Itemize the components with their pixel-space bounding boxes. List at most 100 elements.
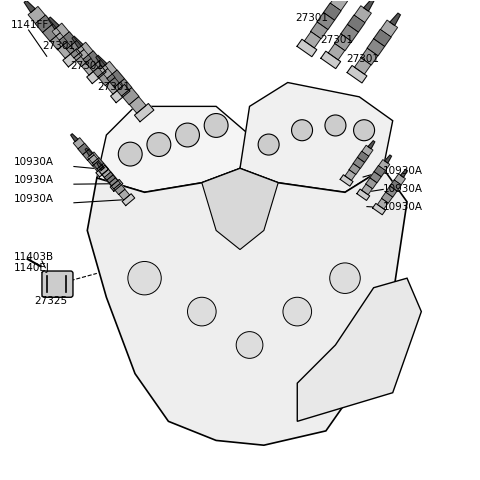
- Polygon shape: [362, 184, 372, 195]
- Polygon shape: [364, 0, 374, 11]
- Polygon shape: [83, 51, 101, 68]
- Polygon shape: [96, 165, 108, 177]
- Polygon shape: [102, 169, 113, 180]
- Polygon shape: [372, 204, 385, 215]
- Polygon shape: [374, 166, 385, 177]
- Polygon shape: [349, 164, 360, 174]
- Polygon shape: [297, 278, 421, 421]
- FancyBboxPatch shape: [42, 271, 73, 297]
- Polygon shape: [71, 134, 78, 142]
- Polygon shape: [347, 65, 367, 83]
- Text: 27301: 27301: [346, 54, 379, 64]
- Polygon shape: [114, 183, 125, 194]
- Polygon shape: [357, 189, 370, 201]
- Polygon shape: [85, 148, 92, 156]
- Text: 27301: 27301: [320, 36, 353, 46]
- Polygon shape: [330, 0, 348, 11]
- Polygon shape: [119, 189, 130, 200]
- Polygon shape: [100, 61, 117, 78]
- Polygon shape: [311, 22, 328, 39]
- Polygon shape: [73, 138, 84, 149]
- Polygon shape: [90, 60, 108, 77]
- Polygon shape: [385, 155, 392, 163]
- Polygon shape: [67, 41, 84, 58]
- Polygon shape: [321, 51, 341, 69]
- Polygon shape: [390, 13, 400, 25]
- Polygon shape: [58, 42, 74, 59]
- Polygon shape: [48, 17, 59, 29]
- Polygon shape: [87, 65, 106, 84]
- Polygon shape: [97, 163, 104, 170]
- Polygon shape: [88, 155, 99, 166]
- Polygon shape: [72, 36, 83, 48]
- Circle shape: [204, 114, 228, 137]
- Polygon shape: [202, 168, 278, 250]
- Circle shape: [258, 134, 279, 155]
- Circle shape: [330, 263, 360, 293]
- Polygon shape: [97, 163, 108, 175]
- Polygon shape: [107, 70, 124, 87]
- Polygon shape: [367, 39, 384, 56]
- Polygon shape: [400, 169, 407, 178]
- Polygon shape: [361, 48, 378, 65]
- Text: 10930A: 10930A: [383, 166, 423, 176]
- Polygon shape: [114, 79, 132, 96]
- Circle shape: [291, 120, 312, 141]
- Polygon shape: [368, 141, 375, 149]
- Polygon shape: [317, 12, 335, 29]
- Text: 11403B: 11403B: [13, 252, 53, 262]
- Text: 10930A: 10930A: [383, 203, 423, 213]
- Polygon shape: [92, 157, 104, 169]
- Polygon shape: [358, 151, 369, 162]
- Polygon shape: [107, 175, 118, 186]
- Polygon shape: [99, 167, 111, 178]
- Polygon shape: [98, 69, 115, 85]
- Polygon shape: [304, 32, 321, 48]
- Polygon shape: [43, 24, 60, 41]
- Polygon shape: [63, 48, 82, 67]
- Circle shape: [325, 115, 346, 136]
- Polygon shape: [297, 39, 317, 57]
- Polygon shape: [110, 180, 123, 192]
- Polygon shape: [134, 104, 154, 122]
- Polygon shape: [97, 107, 250, 192]
- Polygon shape: [390, 180, 401, 191]
- Polygon shape: [50, 33, 67, 50]
- Polygon shape: [52, 23, 69, 40]
- Polygon shape: [106, 78, 122, 94]
- Polygon shape: [82, 59, 98, 75]
- Polygon shape: [348, 15, 365, 32]
- Polygon shape: [109, 178, 120, 189]
- Text: 27301: 27301: [97, 82, 130, 92]
- Polygon shape: [104, 172, 116, 183]
- Polygon shape: [379, 159, 390, 170]
- Circle shape: [147, 132, 171, 156]
- Text: 10930A: 10930A: [383, 184, 423, 194]
- Polygon shape: [87, 168, 407, 445]
- Polygon shape: [96, 55, 107, 67]
- Polygon shape: [240, 83, 393, 192]
- Polygon shape: [36, 15, 53, 33]
- Circle shape: [188, 297, 216, 326]
- Polygon shape: [374, 29, 391, 47]
- Polygon shape: [353, 157, 364, 168]
- Polygon shape: [59, 32, 77, 49]
- Polygon shape: [76, 42, 93, 59]
- Text: 10930A: 10930A: [13, 175, 53, 185]
- Polygon shape: [110, 84, 130, 103]
- Polygon shape: [28, 6, 45, 24]
- Polygon shape: [385, 186, 397, 197]
- Polygon shape: [130, 96, 146, 113]
- Polygon shape: [382, 192, 393, 203]
- Polygon shape: [88, 152, 99, 163]
- Polygon shape: [394, 174, 406, 185]
- Polygon shape: [328, 44, 345, 60]
- Polygon shape: [83, 149, 94, 160]
- Text: 1141FF: 1141FF: [11, 20, 49, 30]
- Polygon shape: [341, 24, 359, 41]
- Polygon shape: [78, 144, 89, 155]
- Polygon shape: [93, 161, 103, 171]
- Polygon shape: [362, 145, 373, 156]
- Text: 10930A: 10930A: [13, 156, 53, 167]
- Polygon shape: [340, 175, 353, 186]
